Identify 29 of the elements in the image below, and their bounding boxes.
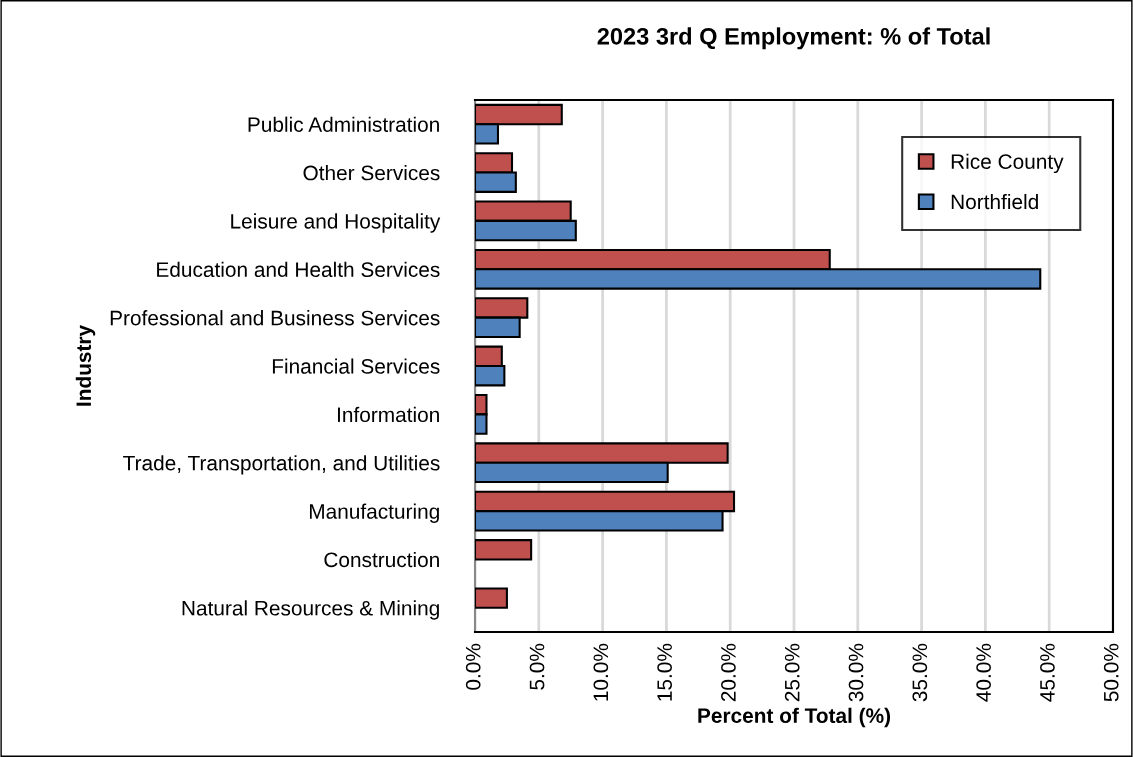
legend-label: Rice County	[951, 153, 1064, 174]
x-tick-label: 35.0%	[912, 643, 928, 702]
bar	[475, 587, 508, 609]
x-tick-label: 40.0%	[976, 643, 991, 702]
y-tick-label: Education and Health Services	[157, 261, 440, 278]
x-tick-label: 50.0%	[1103, 643, 1119, 702]
x-tick-label: 5.0%	[529, 643, 545, 690]
y-tick-label: Information	[337, 406, 439, 423]
y-tick-label: Public Administration	[248, 116, 439, 132]
x-tick-label: 10.0%	[593, 643, 609, 701]
x-tick-label: 20.0%	[721, 643, 736, 702]
y-tick-label: Financial Services	[272, 358, 440, 374]
y-tick-label: Natural Resources & Mining	[182, 600, 439, 620]
y-tick-label: Trade, Transportation, and Utilities	[123, 455, 440, 475]
legend-label: Northfield	[951, 193, 1038, 210]
x-axis-title: Percent of Total (%)	[698, 707, 891, 728]
y-tick-label: Leisure and Hospitality	[231, 213, 441, 233]
y-tick-label: Professional and Business Services	[110, 310, 440, 326]
y-tick-label: Manufacturing	[309, 503, 439, 523]
x-tick-label: 30.0%	[848, 643, 864, 702]
y-tick-label: Construction	[324, 551, 439, 568]
x-tick-label: 15.0%	[657, 643, 672, 701]
bar	[475, 539, 533, 561]
chart-title: 2023 3rd Q Employment: % of Total	[597, 27, 990, 50]
y-axis-title: Industry	[75, 325, 96, 406]
y-tick-label: Other Services	[303, 165, 440, 181]
x-tick-label: 25.0%	[784, 643, 800, 702]
x-tick-label: 0.0%	[465, 643, 481, 690]
x-tick-label: 45.0%	[1040, 643, 1055, 702]
